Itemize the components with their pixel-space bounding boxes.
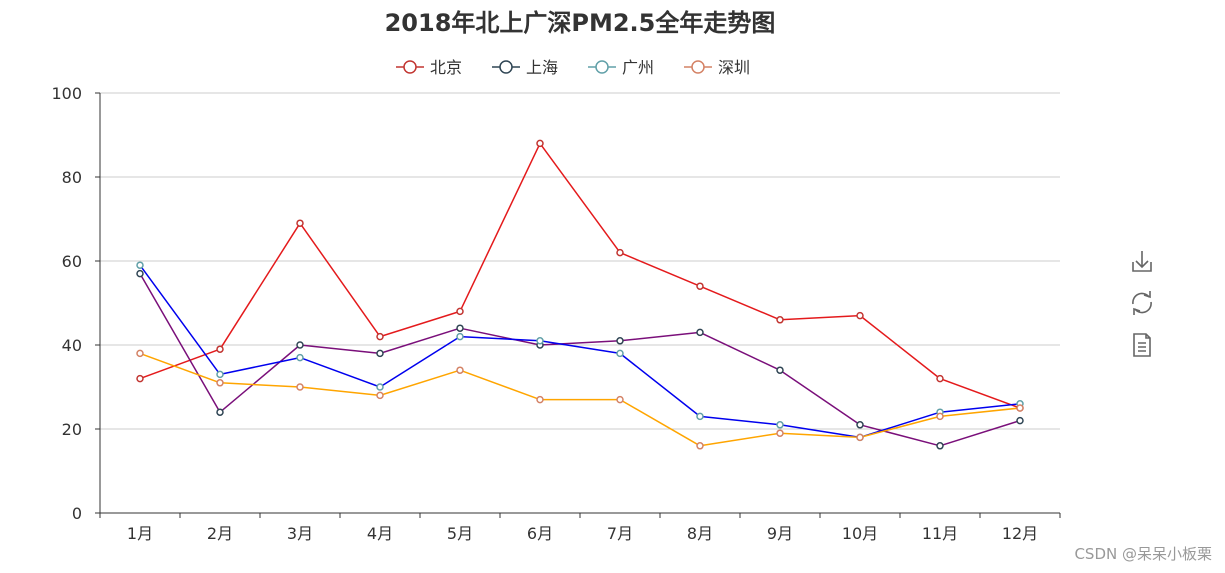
legend-item[interactable]: 北京 (396, 58, 462, 77)
data-point[interactable] (856, 421, 864, 429)
data-point[interactable] (696, 412, 704, 421)
data-point[interactable] (776, 429, 784, 437)
data-point[interactable] (456, 307, 464, 316)
legend-marker (403, 60, 417, 74)
y-tick-label: 60 (62, 252, 82, 271)
x-tick-label: 12月 (1002, 524, 1038, 543)
data-point[interactable] (936, 412, 944, 421)
x-tick-label: 5月 (447, 524, 473, 543)
data-point[interactable] (136, 349, 144, 358)
y-tick-label: 40 (62, 336, 82, 355)
grid-lines (100, 92, 1060, 430)
data-point[interactable] (136, 261, 144, 269)
legend-label: 上海 (526, 58, 558, 77)
series-lines (139, 142, 1021, 447)
data-point[interactable] (536, 395, 544, 404)
x-tick-label: 10月 (842, 524, 878, 543)
x-tick-label: 8月 (687, 524, 713, 543)
data-point[interactable] (776, 366, 784, 374)
data-point[interactable] (936, 374, 944, 383)
series-line-0 (139, 142, 1021, 409)
data-point[interactable] (856, 433, 864, 442)
legend-marker (499, 60, 513, 74)
data-point[interactable] (216, 408, 224, 416)
series-line-1 (139, 273, 1021, 447)
series-line-3 (139, 352, 1021, 447)
series-line-2 (139, 264, 1021, 439)
toolbox (1130, 250, 1154, 357)
chart-title: 2018年北上广深PM2.5全年走势图 (385, 9, 776, 37)
legend-label: 深圳 (718, 58, 750, 77)
data-point[interactable] (616, 349, 624, 358)
refresh-icon[interactable] (1130, 291, 1154, 315)
legend-item[interactable]: 上海 (492, 58, 558, 77)
data-point[interactable] (936, 442, 944, 450)
x-tick-label: 6月 (527, 524, 553, 543)
legend-item[interactable]: 广州 (588, 58, 654, 77)
y-tick-label: 0 (72, 504, 82, 523)
data-point[interactable] (616, 337, 624, 345)
data-point[interactable] (1016, 416, 1024, 425)
watermark: CSDN @呆呆小板栗 (1074, 545, 1212, 563)
data-point[interactable] (696, 442, 704, 450)
data-point[interactable] (136, 269, 144, 278)
legend-marker (595, 60, 609, 74)
data-point[interactable] (696, 282, 704, 290)
axes: 0 20 40 60 80 100 1月 2月 3月 4月 5月 6月 7月 8月 9月 10月 11月 12月 (51, 84, 1061, 543)
data-point[interactable] (856, 311, 864, 320)
y-tick-label: 20 (62, 420, 82, 439)
data-point[interactable] (136, 374, 144, 383)
data-point[interactable] (616, 395, 624, 404)
data-point[interactable] (536, 139, 544, 148)
data-point[interactable] (456, 366, 464, 374)
download-icon[interactable] (1130, 250, 1154, 274)
data-point[interactable] (216, 379, 224, 387)
data-point[interactable] (376, 383, 384, 391)
data-point[interactable] (376, 349, 384, 358)
data-point[interactable] (216, 345, 224, 353)
legend-item[interactable]: 深圳 (684, 58, 750, 77)
data-point[interactable] (456, 324, 464, 332)
legend-label: 广州 (622, 58, 654, 77)
data-point[interactable] (296, 341, 304, 349)
data-point[interactable] (456, 332, 464, 341)
data-point[interactable] (216, 370, 224, 379)
data-view-icon[interactable] (1130, 333, 1154, 357)
markers (136, 139, 1024, 450)
data-point[interactable] (376, 332, 384, 341)
legend-label: 北京 (430, 58, 462, 77)
x-tick-label: 7月 (607, 524, 633, 543)
legend-marker (691, 60, 705, 74)
data-point[interactable] (296, 353, 304, 362)
x-tick-label: 3月 (287, 524, 313, 543)
data-point[interactable] (296, 383, 304, 391)
data-point[interactable] (376, 391, 384, 400)
x-tick-label: 1月 (127, 524, 153, 543)
legend: 北京 上海 广州 深圳 (396, 58, 750, 77)
data-point[interactable] (776, 421, 784, 429)
data-point[interactable] (1016, 404, 1024, 412)
data-point[interactable] (616, 248, 624, 257)
data-point[interactable] (536, 337, 544, 345)
data-point[interactable] (696, 328, 704, 337)
x-tick-label: 9月 (767, 524, 793, 543)
x-tick-label: 11月 (922, 524, 958, 543)
x-tick-label: 2月 (207, 524, 233, 543)
y-tick-label: 80 (62, 168, 82, 187)
x-tick-label: 4月 (367, 524, 393, 543)
data-point[interactable] (776, 316, 784, 324)
y-tick-label: 100 (51, 84, 82, 103)
data-point[interactable] (296, 219, 304, 227)
